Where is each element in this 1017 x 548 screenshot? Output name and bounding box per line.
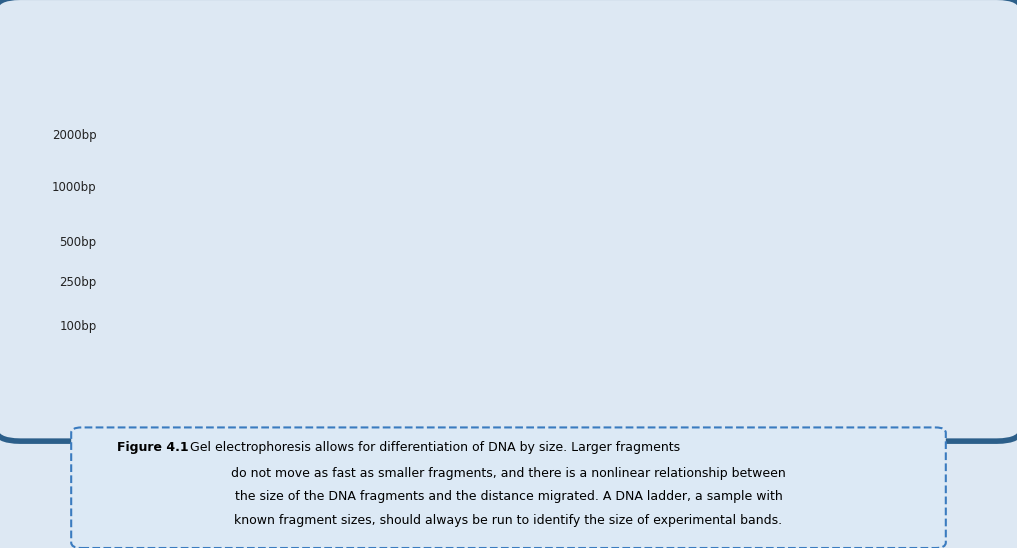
Text: 100bp: 100bp <box>59 320 97 333</box>
Text: do not move as fast as smaller fragments, and there is a nonlinear relationship : do not move as fast as smaller fragments… <box>231 467 786 480</box>
FancyBboxPatch shape <box>130 276 179 289</box>
FancyBboxPatch shape <box>268 185 326 197</box>
FancyBboxPatch shape <box>543 72 602 89</box>
FancyBboxPatch shape <box>337 368 396 377</box>
Text: Figure 4.1: Figure 4.1 <box>117 441 188 454</box>
FancyBboxPatch shape <box>130 236 179 248</box>
Text: 500bp: 500bp <box>59 236 97 249</box>
Text: 6: 6 <box>499 45 507 59</box>
FancyBboxPatch shape <box>130 181 179 193</box>
FancyBboxPatch shape <box>193 71 263 90</box>
FancyBboxPatch shape <box>537 71 607 90</box>
Text: 2000bp: 2000bp <box>52 129 97 142</box>
FancyBboxPatch shape <box>199 368 258 377</box>
FancyBboxPatch shape <box>271 247 324 259</box>
Text: 1: 1 <box>151 45 159 59</box>
FancyBboxPatch shape <box>474 72 533 89</box>
FancyBboxPatch shape <box>532 366 613 379</box>
FancyBboxPatch shape <box>130 321 179 333</box>
FancyBboxPatch shape <box>71 427 946 548</box>
FancyBboxPatch shape <box>268 368 326 377</box>
Y-axis label: Molecular Size (bp): Molecular Size (bp) <box>634 151 648 284</box>
X-axis label: Distance Migrated: Distance Migrated <box>758 400 885 414</box>
FancyBboxPatch shape <box>262 367 333 378</box>
FancyBboxPatch shape <box>400 71 470 90</box>
FancyBboxPatch shape <box>325 366 407 379</box>
FancyBboxPatch shape <box>406 72 464 89</box>
FancyBboxPatch shape <box>463 366 544 379</box>
Text: known fragment sizes, should always be run to identify the size of experimental : known fragment sizes, should always be r… <box>235 514 782 527</box>
FancyBboxPatch shape <box>120 71 189 90</box>
Text: Gel electrophoresis allows for differentiation of DNA by size. Larger fragments: Gel electrophoresis allows for different… <box>186 441 680 454</box>
FancyBboxPatch shape <box>193 367 263 378</box>
FancyBboxPatch shape <box>257 366 338 379</box>
Text: 5: 5 <box>430 45 439 59</box>
FancyBboxPatch shape <box>474 368 533 377</box>
FancyBboxPatch shape <box>199 72 258 89</box>
FancyBboxPatch shape <box>188 366 270 379</box>
Text: 2: 2 <box>225 45 233 59</box>
FancyBboxPatch shape <box>395 69 475 92</box>
FancyBboxPatch shape <box>332 71 401 90</box>
Title: Relationship Between DNA
Fragment Size and Distance: Relationship Between DNA Fragment Size a… <box>705 0 938 34</box>
FancyBboxPatch shape <box>537 367 607 378</box>
Text: 1000bp: 1000bp <box>52 181 97 193</box>
Text: 3: 3 <box>293 45 302 59</box>
FancyBboxPatch shape <box>477 247 530 259</box>
FancyBboxPatch shape <box>532 69 613 92</box>
FancyBboxPatch shape <box>406 368 464 377</box>
FancyBboxPatch shape <box>325 69 407 92</box>
FancyBboxPatch shape <box>400 367 470 378</box>
FancyBboxPatch shape <box>114 69 195 92</box>
FancyBboxPatch shape <box>543 368 602 377</box>
FancyBboxPatch shape <box>474 185 533 197</box>
FancyBboxPatch shape <box>337 72 396 89</box>
Text: the size of the DNA fragments and the distance migrated. A DNA ladder, a sample : the size of the DNA fragments and the di… <box>235 490 782 504</box>
FancyBboxPatch shape <box>0 0 1017 441</box>
FancyBboxPatch shape <box>262 71 333 90</box>
FancyBboxPatch shape <box>463 69 544 92</box>
FancyBboxPatch shape <box>332 367 401 378</box>
FancyBboxPatch shape <box>257 69 338 92</box>
FancyBboxPatch shape <box>395 366 475 379</box>
Text: 250bp: 250bp <box>59 276 97 289</box>
FancyBboxPatch shape <box>469 367 539 378</box>
Text: 4: 4 <box>362 45 370 59</box>
FancyBboxPatch shape <box>188 69 270 92</box>
FancyBboxPatch shape <box>268 72 326 89</box>
Text: 7: 7 <box>569 45 577 59</box>
FancyBboxPatch shape <box>469 71 539 90</box>
FancyBboxPatch shape <box>543 185 602 197</box>
FancyBboxPatch shape <box>340 247 393 259</box>
FancyBboxPatch shape <box>125 72 184 89</box>
FancyBboxPatch shape <box>199 185 258 197</box>
FancyBboxPatch shape <box>130 129 179 142</box>
